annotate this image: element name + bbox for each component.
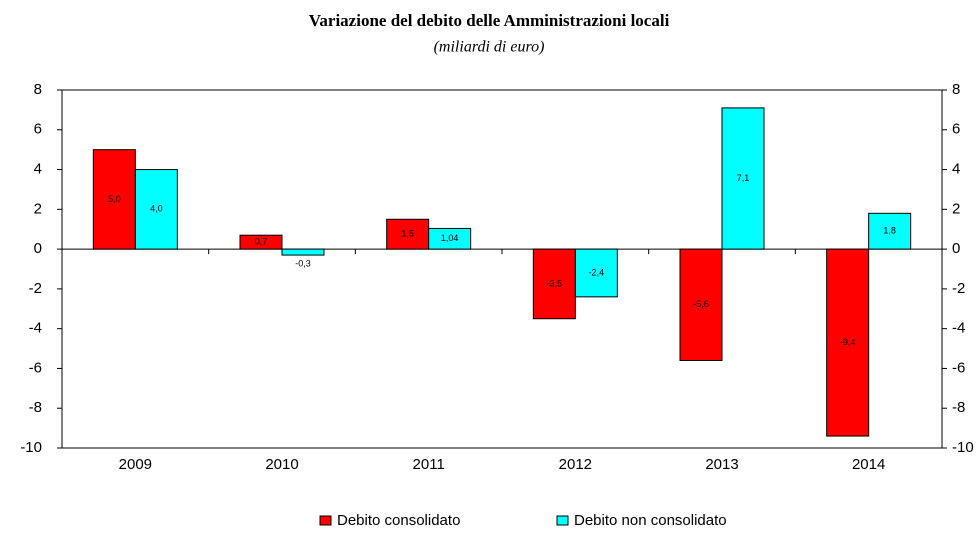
y-tick-label: -4 xyxy=(29,320,42,337)
y-tick-label: -6 xyxy=(29,359,42,376)
y2-tick-label: -4 xyxy=(952,320,965,337)
x-tick-label: 2010 xyxy=(265,456,298,473)
y-tick-label: 8 xyxy=(34,81,42,98)
value-label: 1,8 xyxy=(883,226,896,236)
value-label: -3,5 xyxy=(547,278,563,288)
legend-label: Debito non consolidato xyxy=(574,512,727,529)
value-label: 1,04 xyxy=(441,233,459,243)
chart-subtitle: (miliardi di euro) xyxy=(434,39,545,56)
bar xyxy=(239,234,283,250)
legend-swatch xyxy=(556,515,569,526)
value-label: -5,6 xyxy=(693,299,709,309)
plot-frame xyxy=(61,89,943,449)
y2-tick-label: 0 xyxy=(952,240,960,257)
x-tick-label: 2011 xyxy=(413,456,445,473)
x-tick-label: 2013 xyxy=(705,456,738,473)
y-tick-label: -8 xyxy=(29,399,42,416)
bar xyxy=(868,212,912,250)
value-label: 1,5 xyxy=(401,229,414,239)
y2-tick-label: -2 xyxy=(952,280,965,297)
bar xyxy=(721,107,765,250)
bar xyxy=(134,169,178,250)
y2-tick-label: 6 xyxy=(952,121,960,138)
y2-tick-label: 4 xyxy=(952,161,960,178)
value-label: -0,3 xyxy=(295,258,311,268)
value-label: -9,4 xyxy=(840,337,856,347)
bar xyxy=(386,218,430,250)
bar xyxy=(574,248,618,298)
bar xyxy=(428,227,472,250)
bar xyxy=(679,248,723,361)
y2-tick-label: -10 xyxy=(952,439,974,456)
bar xyxy=(92,149,136,250)
y2-tick-label: -8 xyxy=(952,399,965,416)
bar xyxy=(826,248,870,437)
x-tick-label: 2009 xyxy=(119,456,152,473)
y-tick-label: -10 xyxy=(20,439,42,456)
chart-title: Variazione del debito delle Amministrazi… xyxy=(309,11,670,30)
bar xyxy=(532,248,576,320)
x-tick-label: 2012 xyxy=(559,456,592,473)
value-label: 0,7 xyxy=(255,237,268,247)
value-label: 7,1 xyxy=(737,173,750,183)
bar xyxy=(281,248,325,256)
y-tick-label: -2 xyxy=(29,280,42,297)
y-tick-label: 0 xyxy=(34,240,42,257)
x-tick-label: 2014 xyxy=(852,456,885,473)
value-label: 4,0 xyxy=(150,204,163,214)
value-label: 5,0 xyxy=(108,194,121,204)
legend-label: Debito consolidato xyxy=(337,512,460,529)
y-tick-label: 6 xyxy=(34,121,42,138)
y-tick-label: 2 xyxy=(34,200,42,217)
y2-tick-label: 8 xyxy=(952,81,960,98)
value-label: -2,4 xyxy=(589,267,605,277)
y2-tick-label: 2 xyxy=(952,200,960,217)
y2-tick-label: -6 xyxy=(952,359,965,376)
y-tick-label: 4 xyxy=(34,161,42,178)
legend-swatch xyxy=(319,515,332,526)
